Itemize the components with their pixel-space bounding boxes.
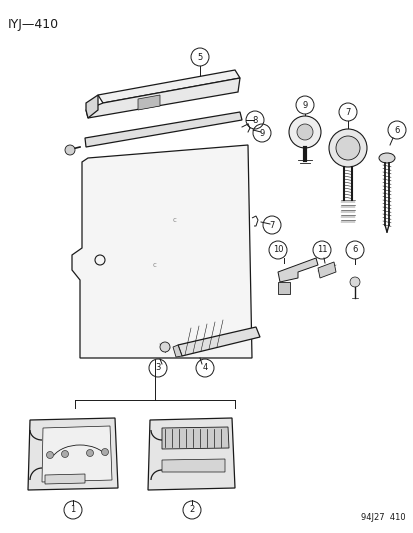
Text: c: c xyxy=(153,262,157,268)
Polygon shape xyxy=(98,70,240,103)
Text: 9: 9 xyxy=(301,101,307,109)
Circle shape xyxy=(328,129,366,167)
Circle shape xyxy=(349,277,359,287)
Text: 9: 9 xyxy=(259,128,264,138)
Circle shape xyxy=(65,145,75,155)
Circle shape xyxy=(86,449,93,456)
Polygon shape xyxy=(138,95,159,110)
Polygon shape xyxy=(72,145,252,358)
Circle shape xyxy=(46,451,53,458)
Polygon shape xyxy=(42,426,112,482)
Text: 3: 3 xyxy=(155,364,160,373)
Text: 8: 8 xyxy=(252,116,257,125)
Circle shape xyxy=(288,116,320,148)
Polygon shape xyxy=(161,427,228,449)
Circle shape xyxy=(335,136,359,160)
Text: 11: 11 xyxy=(316,246,326,254)
Polygon shape xyxy=(277,258,317,282)
Text: 2: 2 xyxy=(189,505,194,514)
Polygon shape xyxy=(317,262,335,278)
Polygon shape xyxy=(173,345,182,357)
Polygon shape xyxy=(85,112,242,147)
Text: 7: 7 xyxy=(344,108,350,117)
Circle shape xyxy=(101,448,108,456)
Text: 7: 7 xyxy=(269,221,274,230)
Circle shape xyxy=(62,450,68,457)
Circle shape xyxy=(296,124,312,140)
Polygon shape xyxy=(147,418,235,490)
Ellipse shape xyxy=(378,153,394,163)
Text: 4: 4 xyxy=(202,364,207,373)
Polygon shape xyxy=(45,474,85,484)
Text: c: c xyxy=(173,217,176,223)
Circle shape xyxy=(159,342,170,352)
Text: 6: 6 xyxy=(393,125,399,134)
Text: 10: 10 xyxy=(272,246,282,254)
Text: 94J27  410: 94J27 410 xyxy=(361,513,405,522)
Text: 5: 5 xyxy=(197,52,202,61)
Polygon shape xyxy=(28,418,118,490)
Text: IYJ—410: IYJ—410 xyxy=(8,18,59,31)
Polygon shape xyxy=(86,78,240,118)
Text: 6: 6 xyxy=(351,246,357,254)
Text: 1: 1 xyxy=(70,505,76,514)
Polygon shape xyxy=(161,459,224,472)
Polygon shape xyxy=(277,282,289,294)
Polygon shape xyxy=(86,95,98,118)
Polygon shape xyxy=(178,327,259,356)
